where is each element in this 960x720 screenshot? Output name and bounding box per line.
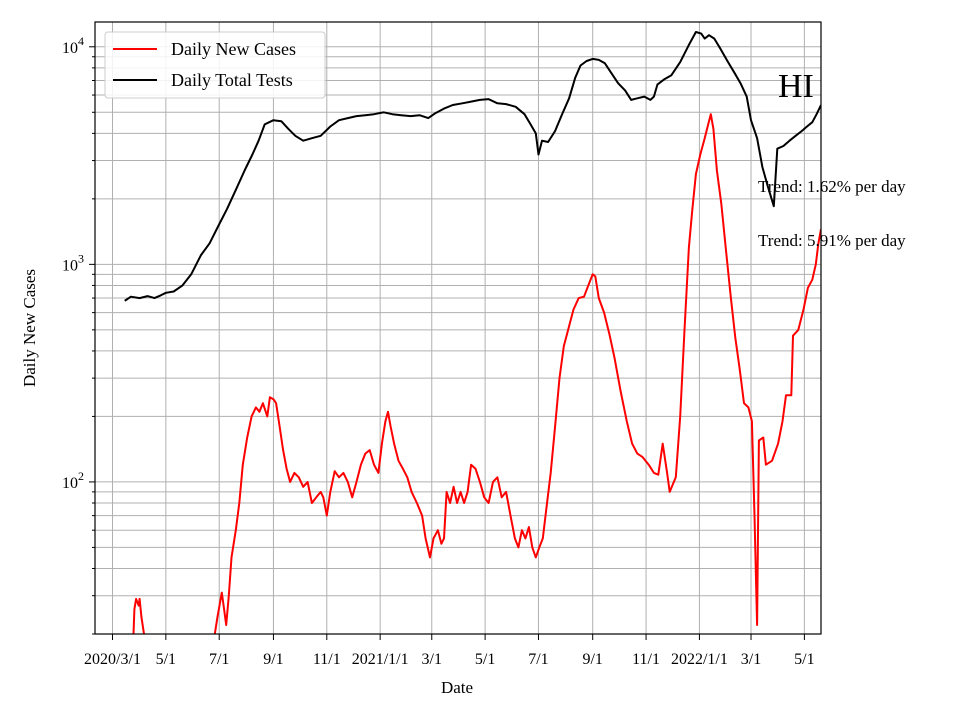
trend-annotation-cases: Trend: 5.91% per day bbox=[758, 231, 906, 250]
x-tick-label: 11/1 bbox=[313, 651, 341, 668]
y-tick-label: 103 bbox=[62, 251, 84, 274]
legend-label-cases: Daily New Cases bbox=[171, 39, 296, 59]
y-axis-title: Daily New Cases bbox=[20, 269, 39, 387]
x-tick-label: 7/1 bbox=[209, 651, 229, 668]
x-tick-label: 5/1 bbox=[156, 651, 176, 668]
legend-label-tests: Daily Total Tests bbox=[171, 70, 293, 90]
tests-line-segment-0 bbox=[124, 31, 821, 302]
plot-frame bbox=[94, 21, 822, 635]
grid bbox=[95, 22, 821, 635]
trend-annotation-tests: Trend: 1.62% per day bbox=[758, 177, 906, 196]
y-tick-label: 104 bbox=[62, 34, 84, 57]
x-tick-label: 2021/1/1 bbox=[352, 651, 409, 668]
x-tick-label: 5/1 bbox=[794, 651, 814, 668]
x-tick-label: 7/1 bbox=[528, 651, 548, 668]
x-tick-label: 11/1 bbox=[632, 651, 660, 668]
x-tick-label: 2020/3/1 bbox=[84, 651, 141, 668]
legend: Daily New Cases Daily Total Tests bbox=[104, 31, 326, 99]
x-tick-label: 5/1 bbox=[475, 651, 495, 668]
x-tick-label: 2022/1/1 bbox=[671, 651, 728, 668]
x-tick-label: 9/1 bbox=[263, 651, 283, 668]
x-tick-label: 3/1 bbox=[741, 651, 761, 668]
legend-frame bbox=[104, 31, 326, 99]
series-layer bbox=[124, 31, 821, 634]
y-tick-label: 102 bbox=[62, 469, 84, 492]
state-label: HI bbox=[778, 68, 814, 105]
cases-line-segment-0 bbox=[132, 597, 145, 634]
x-axis-title: Date bbox=[441, 678, 473, 697]
ticks: 2020/3/1 5/1 7/1 9/1 11/1 2021/1/1 3/1 5/1 7/1 9/… bbox=[62, 34, 815, 668]
cases-line-segment-1 bbox=[213, 113, 821, 634]
x-tick-label: 3/1 bbox=[422, 651, 442, 668]
x-tick-label: 9/1 bbox=[582, 651, 602, 668]
